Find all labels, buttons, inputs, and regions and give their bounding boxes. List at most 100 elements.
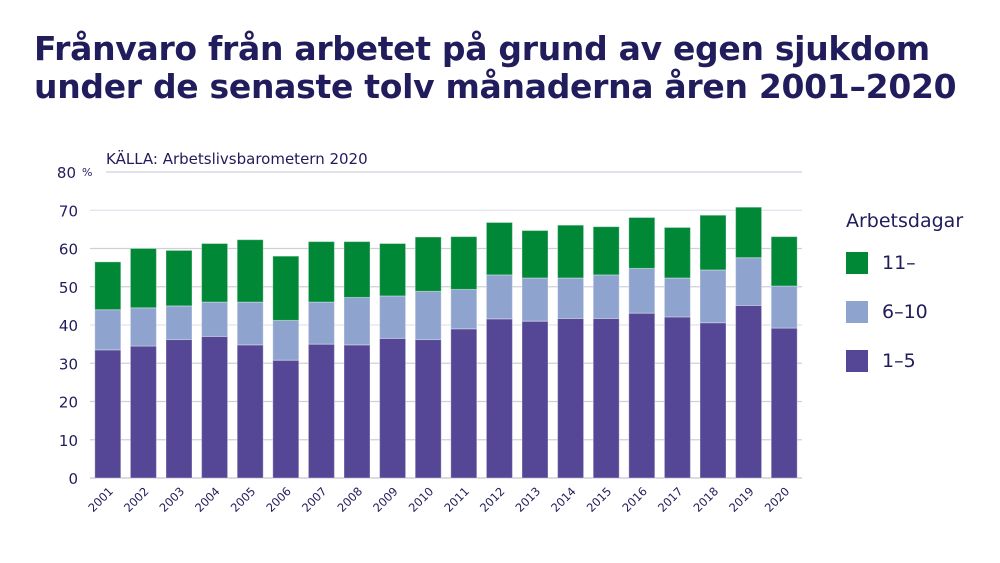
- legend-swatch: [846, 350, 868, 372]
- bar-segment-2010-11–: [414, 236, 442, 292]
- bar-segment-2010-1–5: [414, 339, 442, 479]
- y-tick-label: 60: [59, 241, 78, 259]
- bar-segment-2012-11–: [485, 221, 513, 276]
- bar-segment-2008-6–10: [343, 296, 371, 346]
- bar-segment-2016-11–: [628, 217, 656, 269]
- x-tick-label: 2010: [406, 484, 437, 515]
- x-tick-label: 2017: [655, 484, 686, 515]
- bar-segment-2007-11–: [307, 241, 335, 303]
- legend-swatch: [846, 252, 868, 274]
- bar-segment-2001-6–10: [94, 309, 122, 351]
- bar-segment-2020-11–: [770, 236, 798, 287]
- y-tick-label: 70: [59, 202, 78, 220]
- bar-segment-2012-1–5: [485, 318, 513, 479]
- y-tick-label: 20: [59, 394, 78, 412]
- bar-segment-2019-6–10: [735, 257, 763, 306]
- legend-item-11-plus: 11–: [846, 252, 916, 274]
- bar-segment-2011-11–: [450, 236, 478, 290]
- bar-segment-2009-6–10: [379, 295, 407, 339]
- x-tick-label: 2008: [335, 484, 366, 515]
- bar-segment-2009-11–: [379, 243, 407, 297]
- x-tick-label: 2004: [192, 484, 223, 515]
- x-tick-label: 2014: [548, 484, 579, 515]
- bar-segment-2017-6–10: [663, 277, 691, 318]
- bar-segment-2013-1–5: [521, 320, 549, 479]
- bar-segment-2005-6–10: [236, 301, 264, 346]
- legend-title: Arbetsdagar: [846, 210, 964, 232]
- x-tick-label: 2003: [157, 484, 188, 515]
- bar-segment-2020-6–10: [770, 285, 798, 329]
- source-note: KÄLLA: Arbetslivsbarometern 2020: [106, 150, 368, 168]
- x-tick-label: 2007: [299, 484, 330, 515]
- bar-segment-2007-1–5: [307, 343, 335, 479]
- x-tick-label: 2018: [691, 484, 722, 515]
- bar-segment-2013-11–: [521, 230, 549, 279]
- bar-segment-2013-6–10: [521, 277, 549, 322]
- y-tick-label: 80: [57, 164, 76, 182]
- x-tick-label: 2001: [85, 484, 116, 515]
- bar-segment-2015-6–10: [592, 274, 620, 319]
- legend-label: 1–5: [882, 350, 916, 372]
- bar-segment-2005-11–: [236, 239, 264, 303]
- bar-segment-2001-11–: [94, 261, 122, 311]
- bar-segment-2001-1–5: [94, 349, 122, 479]
- bar-segment-2003-1–5: [165, 339, 193, 479]
- bar-segment-2002-1–5: [129, 345, 157, 479]
- bar-segment-2009-1–5: [379, 337, 407, 479]
- x-tick-label: 2015: [584, 484, 615, 515]
- bar-segment-2002-11–: [129, 248, 157, 309]
- x-tick-label: 2019: [726, 484, 757, 515]
- x-tick-label: 2002: [121, 484, 152, 515]
- y-tick-label: 30: [59, 355, 78, 373]
- bar-segment-2005-1–5: [236, 344, 264, 479]
- legend-label: 6–10: [882, 301, 928, 323]
- y-tick-label: 50: [59, 279, 78, 297]
- bar-segment-2004-6–10: [201, 301, 229, 337]
- x-tick-label: 2006: [263, 484, 294, 515]
- chart-title: Frånvaro från arbetet på grund av egen s…: [34, 29, 957, 106]
- bar-segment-2017-11–: [663, 226, 691, 279]
- bar-segment-2018-6–10: [699, 269, 727, 324]
- bar-segment-2015-1–5: [592, 317, 620, 479]
- bar-segment-2007-6–10: [307, 301, 335, 345]
- bar-segment-2019-11–: [735, 206, 763, 259]
- bar-segment-2008-1–5: [343, 344, 371, 479]
- bar-segment-2010-6–10: [414, 290, 442, 341]
- bar-segment-2017-1–5: [663, 316, 691, 479]
- bar-segment-2004-1–5: [201, 335, 229, 479]
- bar-segment-2003-6–10: [165, 305, 193, 341]
- legend-item-1-5: 1–5: [846, 350, 916, 372]
- bar-segment-2011-1–5: [450, 328, 478, 479]
- bar-segment-2012-6–10: [485, 274, 513, 320]
- x-tick-label: 2016: [619, 484, 650, 515]
- x-tick-label: 2011: [441, 484, 472, 515]
- bar-segment-2014-6–10: [557, 277, 585, 319]
- x-tick-label: 2005: [228, 484, 259, 515]
- bar-segment-2014-11–: [557, 224, 585, 279]
- x-tick-label: 2013: [513, 484, 544, 515]
- y-unit-label: %: [82, 166, 92, 179]
- y-tick-label: 0: [68, 470, 78, 488]
- bar-segment-2008-11–: [343, 241, 371, 298]
- bar-segment-2020-1–5: [770, 327, 798, 479]
- bar-segment-2003-11–: [165, 249, 193, 307]
- y-tick-label: 10: [59, 432, 78, 450]
- bar-segment-2019-1–5: [735, 304, 763, 479]
- x-tick-label: 2012: [477, 484, 508, 515]
- bar-segment-2011-6–10: [450, 288, 478, 330]
- bar-segment-2015-11–: [592, 226, 620, 276]
- bar-segment-2006-1–5: [272, 359, 300, 479]
- bar-segment-2018-1–5: [699, 322, 727, 479]
- bar-segment-2016-6–10: [628, 267, 656, 314]
- y-tick-label: 40: [59, 317, 78, 335]
- bar-segment-2004-11–: [201, 243, 229, 303]
- legend-label: 11–: [882, 252, 916, 274]
- bar-segment-2006-6–10: [272, 319, 300, 361]
- bar-segment-2002-6–10: [129, 307, 157, 347]
- legend-swatch: [846, 301, 868, 323]
- x-tick-label: 2009: [370, 484, 401, 515]
- x-tick-label: 2020: [762, 484, 793, 515]
- bar-segment-2014-1–5: [557, 317, 585, 479]
